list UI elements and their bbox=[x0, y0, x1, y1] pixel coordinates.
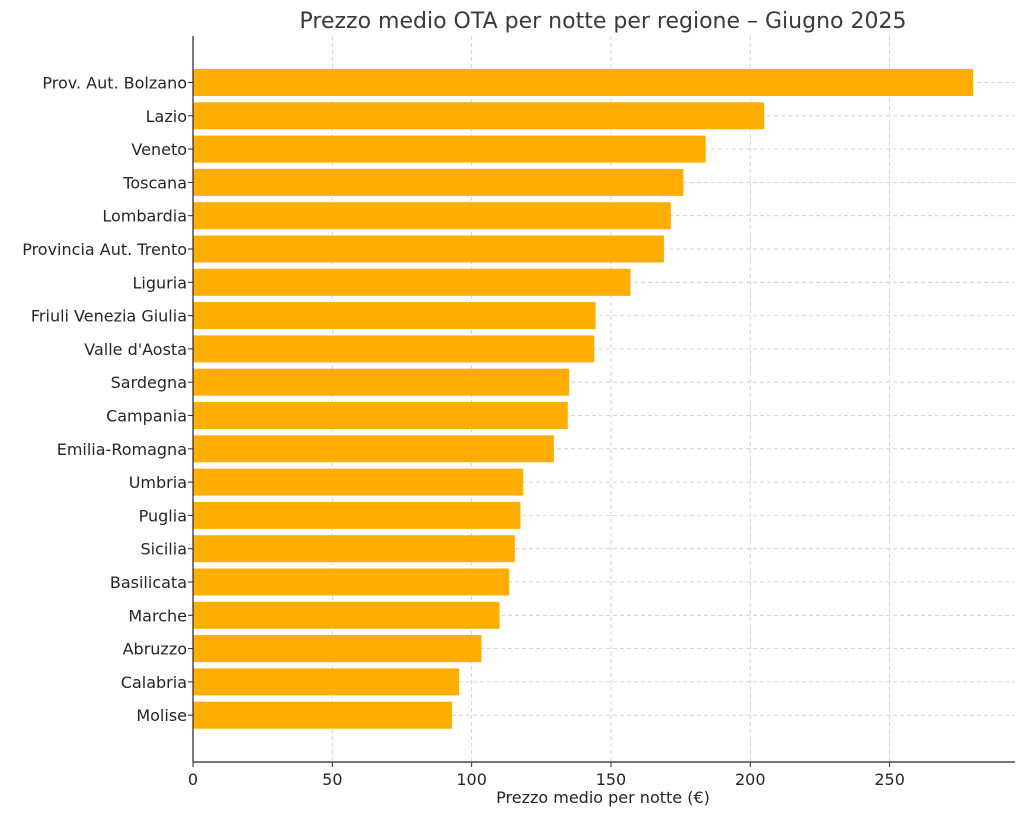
category-label: Calabria bbox=[121, 673, 187, 692]
category-label: Friuli Venezia Giulia bbox=[31, 307, 187, 326]
x-tick-label: 100 bbox=[456, 770, 487, 789]
category-label: Molise bbox=[136, 706, 187, 725]
x-tick-label: 0 bbox=[188, 770, 198, 789]
category-label: Campania bbox=[106, 407, 187, 426]
category-labels: Prov. Aut. Bolzano Lazio Veneto Toscana Lomb… bbox=[22, 74, 187, 726]
category-label: Abruzzo bbox=[123, 640, 187, 659]
bar bbox=[193, 102, 765, 130]
bar bbox=[193, 468, 524, 496]
bar bbox=[193, 701, 453, 729]
bar bbox=[193, 368, 570, 396]
bars bbox=[193, 69, 974, 729]
category-label: Marche bbox=[128, 606, 187, 625]
bar bbox=[193, 69, 974, 96]
x-tick-label: 250 bbox=[874, 770, 905, 789]
category-label: Sicilia bbox=[140, 540, 187, 559]
x-tick-label: 200 bbox=[735, 770, 766, 789]
category-label: Emilia-Romagna bbox=[57, 440, 187, 459]
category-label: Prov. Aut. Bolzano bbox=[42, 74, 187, 93]
category-label: Toscana bbox=[122, 173, 187, 192]
bar bbox=[193, 202, 671, 230]
bar bbox=[193, 268, 631, 296]
bar bbox=[193, 668, 460, 696]
category-label: Valle d'Aosta bbox=[84, 340, 187, 359]
x-tick-label: 150 bbox=[596, 770, 627, 789]
x-tick-label: 50 bbox=[322, 770, 342, 789]
category-label: Provincia Aut. Trento bbox=[22, 240, 187, 259]
bar bbox=[193, 601, 500, 629]
x-axis-label: Prezzo medio per notte (€) bbox=[496, 788, 710, 807]
category-label: Lazio bbox=[146, 107, 187, 126]
bar bbox=[193, 168, 684, 196]
category-label: Sardegna bbox=[111, 373, 187, 392]
x-ticks: 0 50 100 150 200 250 bbox=[188, 82, 905, 789]
bar bbox=[193, 568, 510, 596]
bar bbox=[193, 302, 596, 330]
category-label: Lombardia bbox=[102, 207, 187, 226]
chart-title: Prezzo medio OTA per notte per regione –… bbox=[300, 9, 907, 34]
category-label: Liguria bbox=[133, 273, 187, 292]
category-label: Basilicata bbox=[110, 573, 187, 592]
bar bbox=[193, 235, 664, 263]
bar bbox=[193, 135, 706, 163]
bar bbox=[193, 635, 482, 663]
bar bbox=[193, 501, 521, 529]
bar bbox=[193, 535, 515, 563]
bar bbox=[193, 335, 595, 363]
category-label: Veneto bbox=[131, 140, 187, 159]
category-label: Umbria bbox=[129, 473, 187, 492]
category-label: Puglia bbox=[139, 506, 187, 525]
bar bbox=[193, 435, 554, 463]
bar bbox=[193, 402, 568, 429]
